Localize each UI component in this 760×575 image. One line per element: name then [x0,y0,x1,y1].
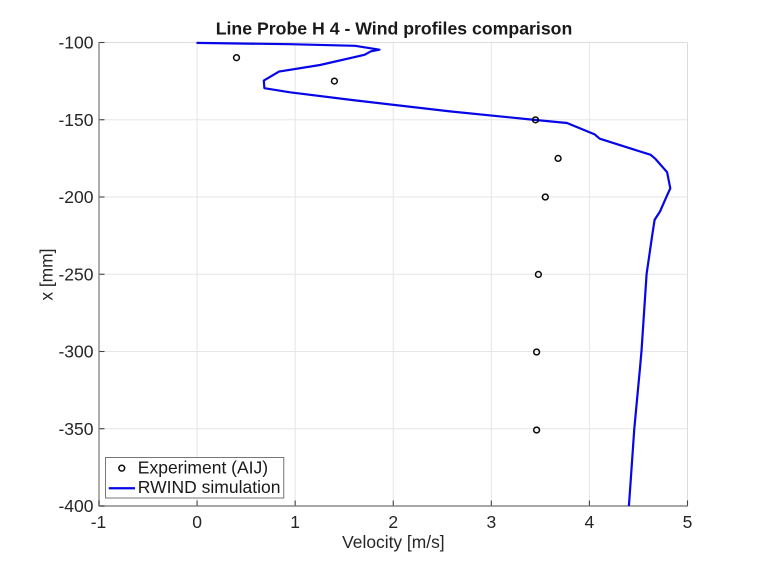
svg-text:-250: -250 [58,264,93,284]
svg-text:-300: -300 [58,342,93,362]
svg-text:5: 5 [683,512,693,532]
svg-text:-200: -200 [58,187,93,207]
svg-text:Experiment (AIJ): Experiment (AIJ) [138,457,268,477]
svg-text:1: 1 [290,512,300,532]
svg-text:-1: -1 [91,512,107,532]
svg-text:3: 3 [486,512,496,532]
svg-text:x [mm]: x [mm] [37,249,57,301]
svg-text:Velocity [m/s]: Velocity [m/s] [342,532,444,552]
svg-text:2: 2 [388,512,398,532]
svg-text:Line Probe H 4 - Wind profiles: Line Probe H 4 - Wind profiles compariso… [216,19,573,39]
svg-text:4: 4 [585,512,595,532]
svg-text:-100: -100 [58,33,93,53]
svg-text:-150: -150 [58,110,93,130]
svg-text:RWIND simulation: RWIND simulation [138,477,281,497]
svg-text:-350: -350 [58,419,93,439]
svg-text:-400: -400 [58,496,93,516]
svg-text:0: 0 [192,512,202,532]
